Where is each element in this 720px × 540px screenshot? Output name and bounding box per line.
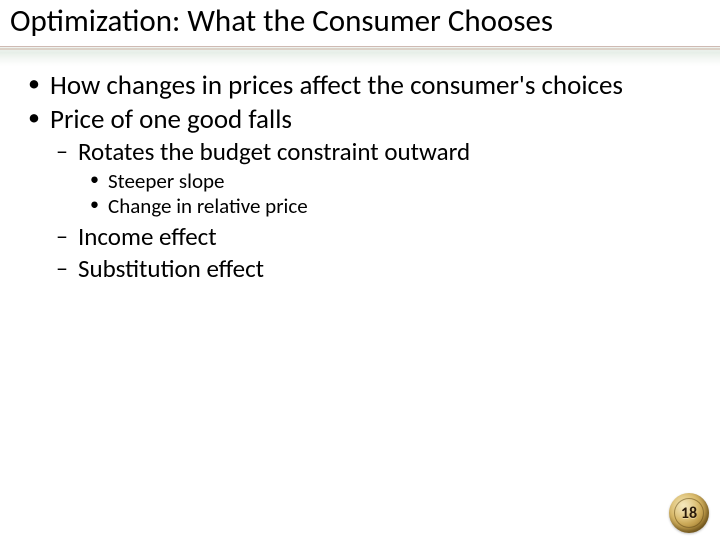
bullet-list-level1: How changes in prices affect the consume…: [24, 70, 696, 284]
title-area: Optimization: What the Consumer Chooses: [0, 0, 720, 46]
list-item: Change in relative price: [108, 194, 696, 220]
list-item-text: Change in relative price: [108, 193, 308, 219]
list-item-text: Rotates the budget constraint outward: [78, 136, 470, 167]
footer: 18: [666, 492, 712, 534]
bullet-list-level2: Rotates the budget constraint outward St…: [50, 137, 696, 284]
list-item: Substitution effect: [78, 254, 696, 285]
list-item: Rotates the budget constraint outward St…: [78, 137, 696, 220]
slide: Optimization: What the Consumer Chooses …: [0, 0, 720, 540]
list-item-text: How changes in prices affect the consume…: [50, 69, 623, 102]
decorative-band: [0, 46, 720, 66]
list-item-text: Price of one good falls: [50, 103, 292, 136]
list-item: Steeper slope: [108, 169, 696, 195]
list-item: How changes in prices affect the consume…: [50, 70, 696, 102]
list-item-text: Steeper slope: [108, 168, 225, 194]
list-item-text: Substitution effect: [78, 253, 264, 284]
list-item: Price of one good falls Rotates the budg…: [50, 104, 696, 285]
list-item-text: Income effect: [78, 221, 217, 252]
page-number: 18: [681, 504, 697, 523]
content-area: How changes in prices affect the consume…: [0, 66, 720, 284]
slide-title: Optimization: What the Consumer Chooses: [10, 4, 710, 40]
list-item: Income effect: [78, 222, 696, 253]
bullet-list-level3: Steeper slope Change in relative price: [78, 169, 696, 220]
